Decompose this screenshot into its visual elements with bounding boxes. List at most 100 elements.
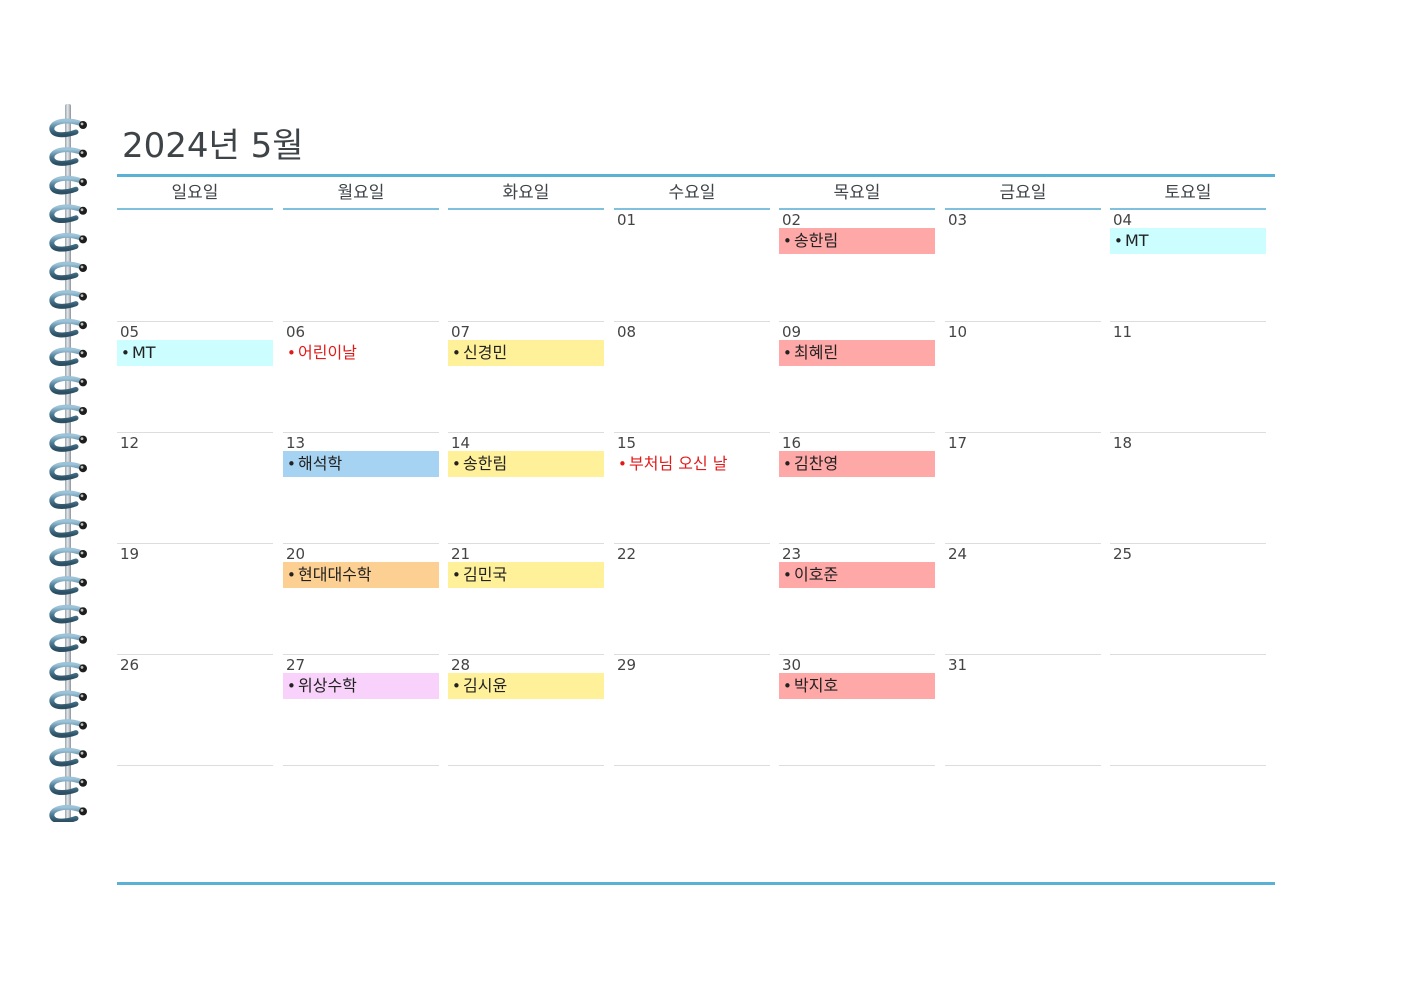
- event-title: 김민국: [463, 565, 508, 584]
- day-cell[interactable]: 17: [945, 432, 1101, 542]
- calendar-event[interactable]: • 박지호: [779, 673, 935, 699]
- event-bullet: •: [287, 344, 296, 362]
- day-cell[interactable]: [283, 765, 439, 875]
- day-cell[interactable]: 22: [614, 543, 770, 653]
- day-cell[interactable]: 16 • 김찬영: [779, 432, 935, 542]
- day-cell[interactable]: 26: [117, 654, 273, 764]
- event-title: 송한림: [794, 231, 839, 250]
- day-cell[interactable]: 09 • 최혜린: [779, 321, 935, 431]
- calendar-event[interactable]: • 현대대수학: [283, 562, 439, 588]
- calendar-event[interactable]: • MT: [117, 340, 273, 366]
- day-cell[interactable]: 04 • MT: [1110, 210, 1266, 320]
- binding-ring: [49, 376, 87, 395]
- day-cell[interactable]: 21 • 김민국: [448, 543, 604, 653]
- day-cell[interactable]: [1110, 765, 1266, 875]
- binding-ring: [49, 290, 87, 309]
- day-cell[interactable]: 30 • 박지호: [779, 654, 935, 764]
- calendar-event[interactable]: • 최혜린: [779, 340, 935, 366]
- event-title: 이호준: [794, 565, 839, 584]
- day-cell[interactable]: [779, 765, 935, 875]
- day-cell[interactable]: 24: [945, 543, 1101, 653]
- day-cell[interactable]: 25: [1110, 543, 1266, 653]
- spiral-binding: [46, 104, 94, 822]
- day-number: 10: [948, 323, 968, 341]
- day-cell[interactable]: 13 • 해석학: [283, 432, 439, 542]
- day-cell[interactable]: 06 • 어린이날: [283, 321, 439, 431]
- day-cell[interactable]: 31: [945, 654, 1101, 764]
- binding-ring: [49, 604, 87, 624]
- day-cell[interactable]: 11: [1110, 321, 1266, 431]
- calendar-event[interactable]: • 김민국: [448, 562, 604, 588]
- calendar-event[interactable]: • 이호준: [779, 562, 935, 588]
- holiday-event[interactable]: • 어린이날: [283, 340, 439, 366]
- day-number: 14: [451, 434, 471, 452]
- event-title: 현대대수학: [298, 565, 372, 584]
- day-cell[interactable]: 23 • 이호준: [779, 543, 935, 653]
- event-bullet: •: [121, 344, 130, 362]
- calendar-event[interactable]: • 김찬영: [779, 451, 935, 477]
- day-cell[interactable]: 18: [1110, 432, 1266, 542]
- calendar-event[interactable]: • 송한림: [779, 228, 935, 254]
- day-cell[interactable]: [448, 210, 604, 320]
- day-number: 02: [782, 211, 802, 229]
- day-cell[interactable]: 14 • 송한림: [448, 432, 604, 542]
- day-cell[interactable]: [117, 210, 273, 320]
- event-bullet: •: [783, 566, 792, 584]
- day-cell[interactable]: [945, 765, 1101, 875]
- day-cell[interactable]: [1110, 654, 1266, 764]
- calendar-event[interactable]: • 위상수학: [283, 673, 439, 699]
- weekday-label: 월요일: [283, 180, 439, 210]
- page-title: 2024년 5월: [122, 126, 304, 166]
- binding-ring: [49, 719, 87, 738]
- calendar-event[interactable]: • 신경민: [448, 340, 604, 366]
- day-number: 26: [120, 656, 140, 674]
- binding-ring: [49, 433, 87, 452]
- weekday-label: 목요일: [779, 180, 935, 210]
- holiday-event[interactable]: • 부처님 오신 날: [614, 451, 770, 477]
- calendar-event[interactable]: • 김시윤: [448, 673, 604, 699]
- event-title: 송한림: [463, 454, 508, 473]
- day-cell[interactable]: 20 • 현대대수학: [283, 543, 439, 653]
- day-cell[interactable]: 28 • 김시윤: [448, 654, 604, 764]
- weekday-label: 토요일: [1110, 180, 1266, 210]
- event-title: 어린이날: [298, 343, 357, 362]
- day-cell[interactable]: 12: [117, 432, 273, 542]
- day-cell[interactable]: 02 • 송한림: [779, 210, 935, 320]
- day-number: 09: [782, 323, 802, 341]
- day-cell[interactable]: 05 • MT: [117, 321, 273, 431]
- calendar-event[interactable]: • MT: [1110, 228, 1266, 254]
- binding-ring: [49, 519, 87, 538]
- day-cell[interactable]: 03: [945, 210, 1101, 320]
- calendar-event[interactable]: • 해석학: [283, 451, 439, 477]
- event-bullet: •: [287, 677, 296, 695]
- day-number: 24: [948, 545, 968, 563]
- day-cell[interactable]: 15 • 부처님 오신 날: [614, 432, 770, 542]
- event-title: 김찬영: [794, 454, 839, 473]
- weekday-label: 일요일: [117, 180, 273, 210]
- event-title: MT: [1125, 231, 1149, 250]
- day-cell[interactable]: [283, 210, 439, 320]
- day-number: 04: [1113, 211, 1133, 229]
- day-cell[interactable]: [117, 765, 273, 875]
- day-cell[interactable]: 10: [945, 321, 1101, 431]
- calendar-event[interactable]: • 송한림: [448, 451, 604, 477]
- event-bullet: •: [783, 677, 792, 695]
- day-cell[interactable]: 19: [117, 543, 273, 653]
- day-cell[interactable]: 27 • 위상수학: [283, 654, 439, 764]
- day-number: 13: [286, 434, 306, 452]
- day-cell[interactable]: 08: [614, 321, 770, 431]
- day-number: 06: [286, 323, 306, 341]
- binding-ring: [49, 233, 87, 252]
- event-title: 신경민: [463, 343, 508, 362]
- day-cell[interactable]: [614, 765, 770, 875]
- day-number: 23: [782, 545, 802, 563]
- day-cell[interactable]: 29: [614, 654, 770, 764]
- spiral-binding-icon: [49, 118, 87, 822]
- binding-ring: [49, 776, 87, 796]
- day-cell[interactable]: 01: [614, 210, 770, 320]
- day-number: 18: [1113, 434, 1133, 452]
- event-title: 김시윤: [463, 676, 508, 695]
- binding-ring: [49, 576, 87, 595]
- day-cell[interactable]: [448, 765, 604, 875]
- day-cell[interactable]: 07 • 신경민: [448, 321, 604, 431]
